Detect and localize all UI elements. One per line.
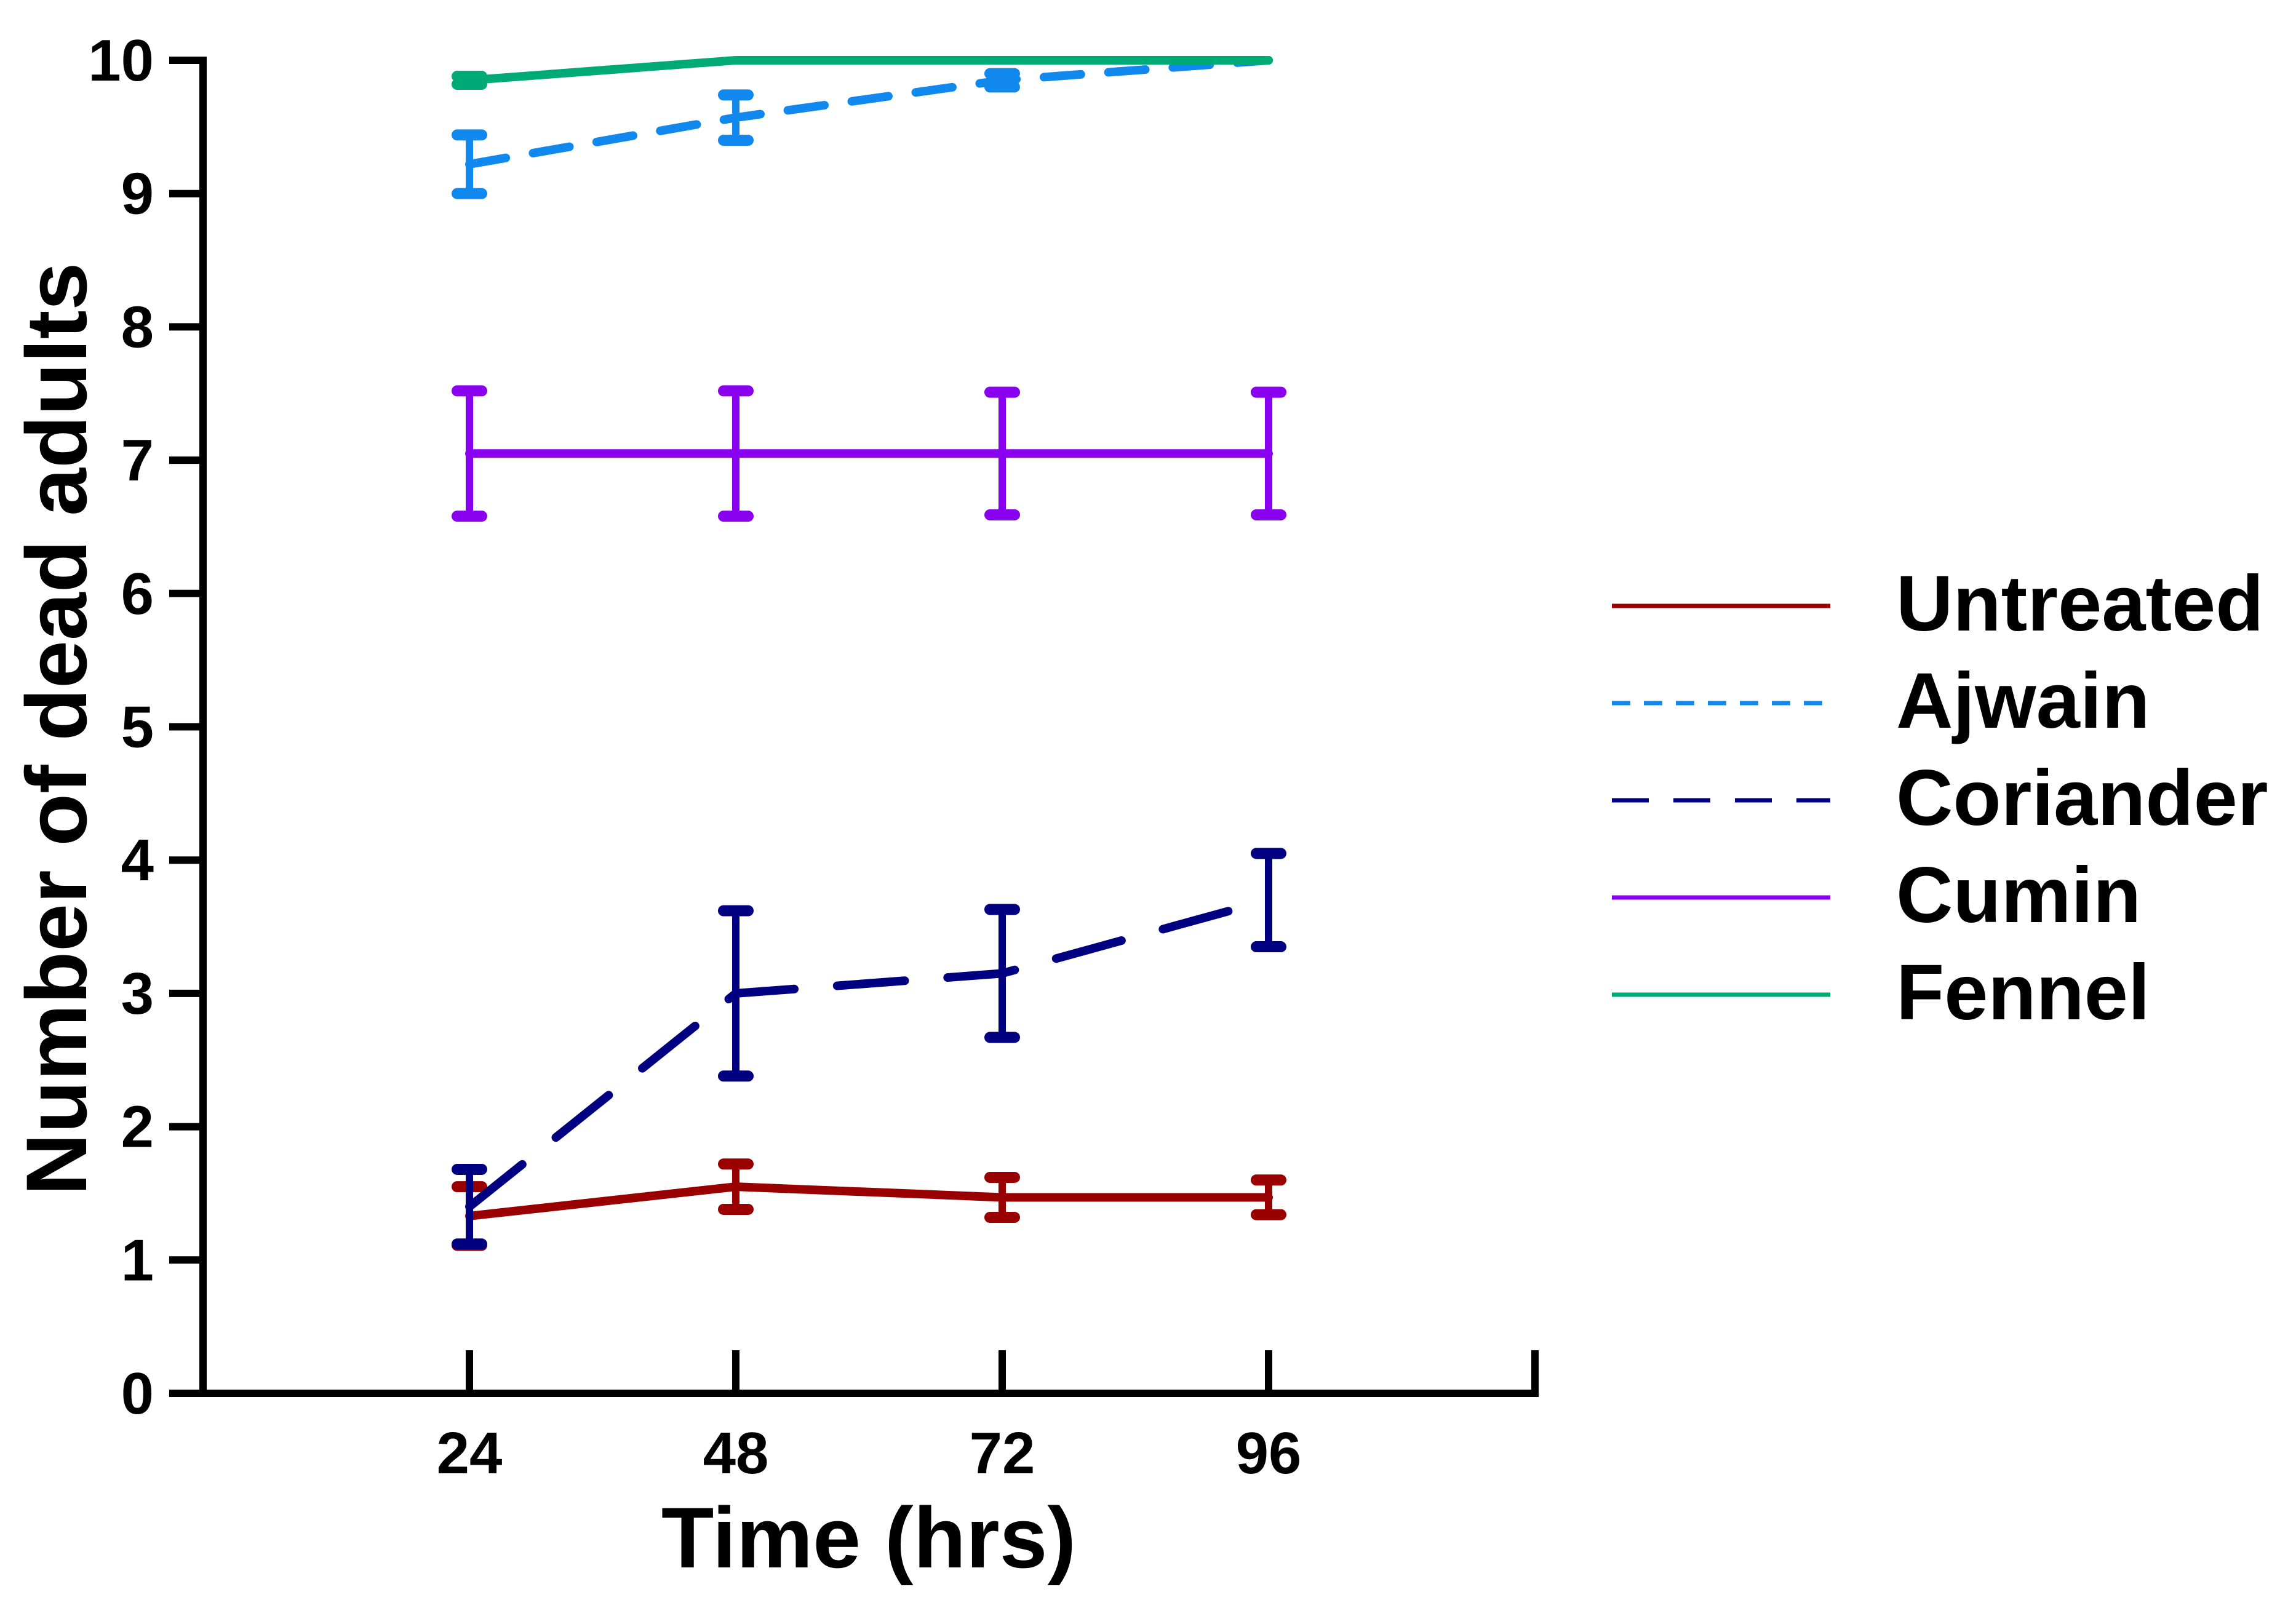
y-tick-label: 5: [121, 695, 154, 760]
x-tick-label: 96: [1236, 1420, 1302, 1486]
y-axis-title: Number of dead adults: [8, 263, 105, 1196]
y-tick-label: 2: [121, 1094, 154, 1160]
series-fennel: [452, 56, 1273, 90]
legend-item: Fennel: [1612, 949, 2150, 1037]
y-tick-label: 0: [121, 1361, 154, 1427]
legend-label: Ajwain: [1896, 657, 2150, 745]
data-point: [1266, 451, 1271, 456]
data-point: [1266, 1195, 1271, 1200]
y-tick-label: 3: [121, 961, 154, 1027]
data-point: [467, 1204, 472, 1209]
y-tick-label: 6: [121, 561, 154, 627]
legend-label: Cumin: [1896, 851, 2141, 939]
legend-item: Untreated: [1612, 560, 2263, 648]
series-cumin: [452, 385, 1286, 522]
data-point: [467, 162, 472, 167]
y-tick-label: 7: [121, 428, 154, 493]
series-line: [465, 896, 1273, 1211]
plot-area: [452, 56, 1286, 1251]
data-point: [1000, 971, 1005, 976]
data-point: [1000, 1195, 1005, 1200]
data-point: [733, 58, 738, 63]
data-point: [733, 115, 738, 121]
y-tick-label: 9: [121, 161, 154, 227]
axes: 0 1 2 3 4 5 6 7 8 9 10 24 48 72 96: [88, 28, 1539, 1486]
series-untreated: [452, 1158, 1286, 1251]
legend: Untreated Ajwain Coriander Cumin Fennel: [1612, 560, 2268, 1037]
data-point: [1266, 898, 1271, 903]
data-point: [733, 990, 738, 996]
legend-item: Coriander: [1612, 754, 2268, 842]
legend-label: Coriander: [1896, 754, 2268, 842]
y-tick-label: 8: [121, 294, 154, 360]
x-tick-label: 48: [703, 1420, 769, 1486]
y-tick-label: 10: [88, 28, 154, 94]
y-tick-label: 4: [121, 827, 154, 893]
legend-item: Cumin: [1612, 851, 2141, 939]
legend-label: Untreated: [1896, 560, 2263, 648]
data-point: [733, 1184, 738, 1190]
y-tick-label: 1: [121, 1227, 154, 1293]
legend-item: Ajwain: [1612, 657, 2150, 745]
series-ajwain: [452, 56, 1273, 199]
series-line: [465, 56, 1273, 85]
x-tick-label: 72: [970, 1420, 1035, 1486]
x-tick-label: 24: [437, 1420, 503, 1486]
series-line: [465, 56, 1273, 169]
data-point: [1000, 451, 1005, 456]
data-point: [1266, 58, 1271, 63]
data-point: [733, 451, 738, 456]
data-point: [467, 78, 472, 83]
x-axis-title: Time (hrs): [661, 1489, 1076, 1586]
data-point: [1000, 58, 1005, 63]
legend-label: Fennel: [1896, 949, 2150, 1037]
series-coriander: [452, 848, 1286, 1250]
data-point: [1000, 78, 1005, 83]
series-line: [465, 1182, 1273, 1220]
data-point: [467, 451, 472, 456]
